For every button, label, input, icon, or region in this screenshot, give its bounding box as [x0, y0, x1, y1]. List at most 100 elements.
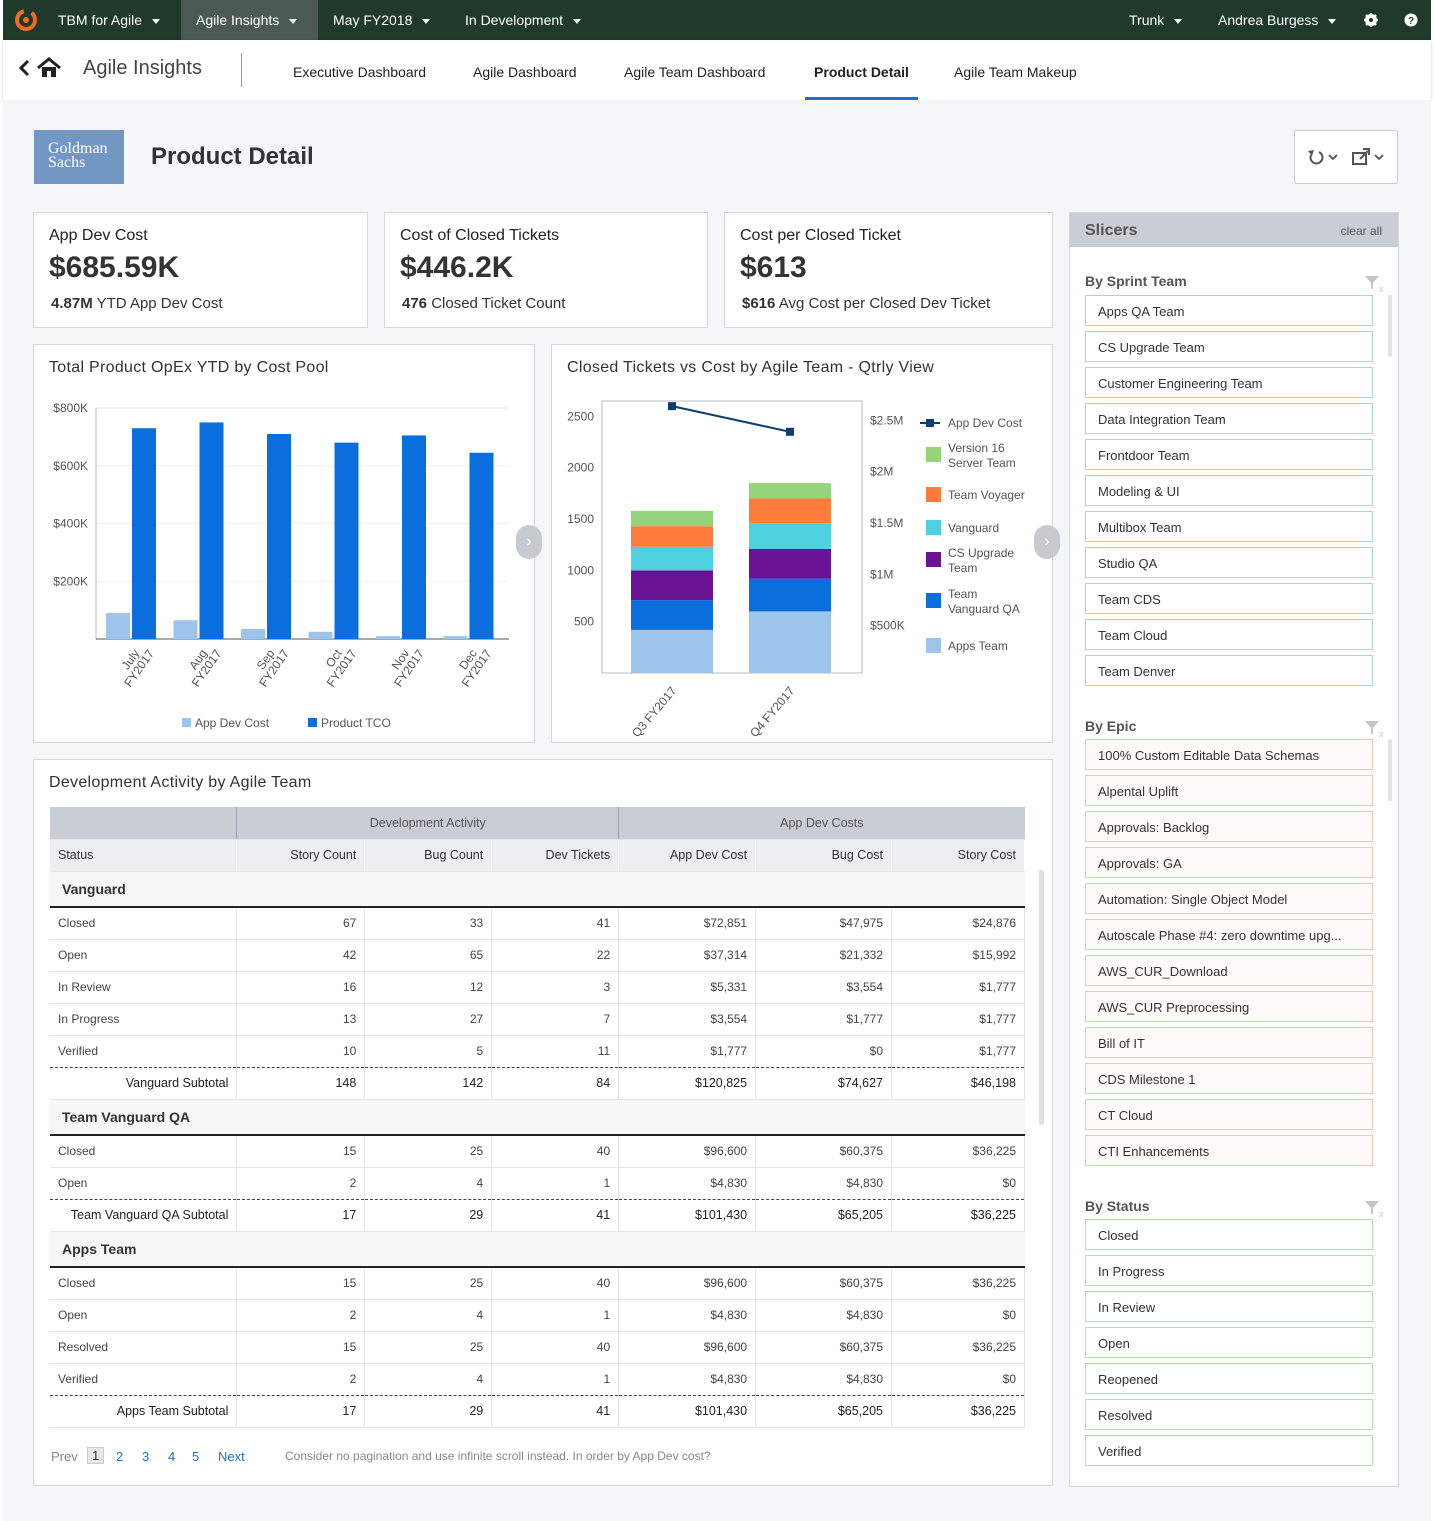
left-y-tick-label: 2000 [567, 461, 594, 475]
slicer-item[interactable]: Open [1085, 1327, 1373, 1358]
slicer-item[interactable]: Team CDS [1085, 583, 1373, 614]
gear-icon[interactable] [1363, 0, 1379, 40]
kpi-value: $685.59K [49, 251, 180, 284]
user-menu[interactable]: Andrea Burgess [1218, 0, 1337, 40]
subtotal-cell: 29 [364, 1199, 493, 1232]
table-row[interactable]: Open 2 4 1 $4,830 $4,830 $0 [50, 1167, 1025, 1200]
column-header[interactable]: Story Cost [891, 839, 1025, 872]
slicer-item[interactable]: In Review [1085, 1291, 1373, 1322]
tab-agile-team-makeup[interactable]: Agile Team Makeup [954, 64, 1077, 80]
slicer-item[interactable]: AWS_CUR_Download [1085, 955, 1373, 986]
clear-filter-icon[interactable]: x [1364, 275, 1384, 294]
slicer-item[interactable]: Closed [1085, 1219, 1373, 1250]
slicer-item[interactable]: Customer Engineering Team [1085, 367, 1373, 398]
slicer-item[interactable]: Approvals: GA [1085, 847, 1373, 878]
module-menu[interactable]: Agile Insights [181, 0, 318, 40]
slicer-item[interactable]: 100% Custom Editable Data Schemas [1085, 739, 1373, 770]
page-actions [1294, 130, 1398, 184]
table-row[interactable]: Closed 15 25 40 $96,600 $60,375 $36,225 [50, 1135, 1025, 1168]
chevron-right-icon[interactable]: › [1034, 525, 1060, 559]
slicer-item[interactable]: Bill of IT [1085, 1027, 1373, 1058]
kpi-sub-label: Closed Ticket Count [431, 295, 566, 312]
page-link-4[interactable]: 4 [168, 1449, 176, 1464]
bar-app-dev-cost [173, 620, 198, 639]
stack-segment-cs-upgrade-team [749, 548, 831, 579]
slicer-item[interactable]: Frontdoor Team [1085, 439, 1373, 470]
page-link-2[interactable]: 2 [116, 1449, 124, 1464]
column-header[interactable]: Status [50, 839, 238, 872]
slicer-item[interactable]: Resolved [1085, 1399, 1373, 1430]
prev-page-link[interactable]: Prev [51, 1449, 78, 1464]
right-y-tick-label: $1.5M [870, 516, 903, 530]
period-menu[interactable]: May FY2018 [333, 0, 431, 40]
tab-product-detail[interactable]: Product Detail [805, 40, 918, 100]
slicer-item[interactable]: Apps QA Team [1085, 295, 1373, 326]
page-link-5[interactable]: 5 [192, 1449, 200, 1464]
page-link-3[interactable]: 3 [142, 1449, 150, 1464]
slicer-item[interactable]: Team Denver [1085, 655, 1373, 686]
slicer-item[interactable]: Data Integration Team [1085, 403, 1373, 434]
slicer-item[interactable]: CS Upgrade Team [1085, 331, 1373, 362]
table-row[interactable]: Verified 10 5 11 $1,777 $0 $1,777 [50, 1035, 1025, 1068]
slicer-item[interactable]: CT Cloud [1085, 1099, 1373, 1130]
table-row[interactable]: Resolved 15 25 40 $96,600 $60,375 $36,225 [50, 1331, 1025, 1364]
table-cell: $1,777 [891, 971, 1025, 1004]
table-scrollbar[interactable] [1039, 870, 1044, 1125]
table-row[interactable]: In Review 16 12 3 $5,331 $3,554 $1,777 [50, 971, 1025, 1004]
tab-agile-team-dashboard[interactable]: Agile Team Dashboard [624, 64, 766, 80]
slicer-item[interactable]: CTI Enhancements [1085, 1135, 1373, 1166]
chevron-right-icon[interactable]: › [516, 525, 542, 559]
group-header-blank [50, 807, 238, 840]
share-icon[interactable] [1351, 147, 1387, 172]
slicer-item[interactable]: Approvals: Backlog [1085, 811, 1373, 842]
table-cell: $37,314 [618, 939, 757, 972]
slicer-item[interactable]: CDS Milestone 1 [1085, 1063, 1373, 1094]
table-row[interactable]: In Progress 13 27 7 $3,554 $1,777 $1,777 [50, 1003, 1025, 1036]
table-row[interactable]: Closed 67 33 41 $72,851 $47,975 $24,876 [50, 907, 1025, 940]
slicer-item[interactable]: Multibox Team [1085, 511, 1373, 542]
table-row[interactable]: Closed 15 25 40 $96,600 $60,375 $36,225 [50, 1267, 1025, 1300]
clear-all-link[interactable]: clear all [1340, 224, 1382, 238]
column-header[interactable]: Dev Tickets [491, 839, 620, 872]
table-row[interactable]: Open 2 4 1 $4,830 $4,830 $0 [50, 1299, 1025, 1332]
brand-logo-icon[interactable] [9, 0, 43, 40]
next-page-link[interactable]: Next [218, 1449, 245, 1464]
slicer-item[interactable]: Automation: Single Object Model [1085, 883, 1373, 914]
kpi-value: $613 [740, 251, 807, 284]
slicer-item[interactable]: Team Cloud [1085, 619, 1373, 650]
state-menu[interactable]: In Development [465, 0, 582, 40]
column-header[interactable]: Bug Count [364, 839, 493, 872]
table-cell: $3,554 [618, 1003, 757, 1036]
column-header[interactable]: App Dev Cost [618, 839, 757, 872]
home-icon[interactable] [36, 57, 62, 84]
legend-label: Team Voyager [948, 488, 1025, 502]
slicer-item[interactable]: Verified [1085, 1435, 1373, 1466]
branch-menu[interactable]: Trunk [1129, 0, 1183, 40]
tab-agile-dashboard[interactable]: Agile Dashboard [473, 64, 577, 80]
clear-filter-icon[interactable]: x [1364, 720, 1384, 739]
column-header[interactable]: Story Count [236, 839, 366, 872]
slicer-item[interactable]: AWS_CUR Preprocessing [1085, 991, 1373, 1022]
page-link-1[interactable]: 1 [87, 1447, 105, 1464]
slicer-item[interactable]: In Progress [1085, 1255, 1373, 1286]
slicer-item[interactable]: Autoscale Phase #4: zero downtime upg... [1085, 919, 1373, 950]
clear-filter-icon[interactable]: x [1364, 1200, 1384, 1219]
slicer-item[interactable]: Modeling & UI [1085, 475, 1373, 506]
table-row[interactable]: Open 42 65 22 $37,314 $21,332 $15,992 [50, 939, 1025, 972]
table-row[interactable]: Verified 2 4 1 $4,830 $4,830 $0 [50, 1363, 1025, 1396]
column-header[interactable]: Bug Cost [755, 839, 893, 872]
team-group-label: Apps Team [50, 1231, 1025, 1268]
slicer-scrollbar[interactable] [1388, 295, 1392, 357]
help-icon[interactable]: ? [1403, 0, 1419, 40]
slicer-scrollbar[interactable] [1388, 739, 1392, 801]
svg-text:x: x [1379, 729, 1384, 738]
tab-executive-dashboard[interactable]: Executive Dashboard [293, 64, 427, 80]
slicer-item[interactable]: Alpental Uplift [1085, 775, 1373, 806]
app-menu[interactable]: TBM for Agile [58, 0, 161, 40]
refresh-icon[interactable] [1305, 147, 1339, 172]
back-icon[interactable] [18, 57, 32, 84]
kpi-sub-value: 476 [402, 295, 428, 312]
subtotal-cell: $65,205 [755, 1199, 893, 1232]
slicer-item[interactable]: Studio QA [1085, 547, 1373, 578]
slicer-item[interactable]: Reopened [1085, 1363, 1373, 1394]
